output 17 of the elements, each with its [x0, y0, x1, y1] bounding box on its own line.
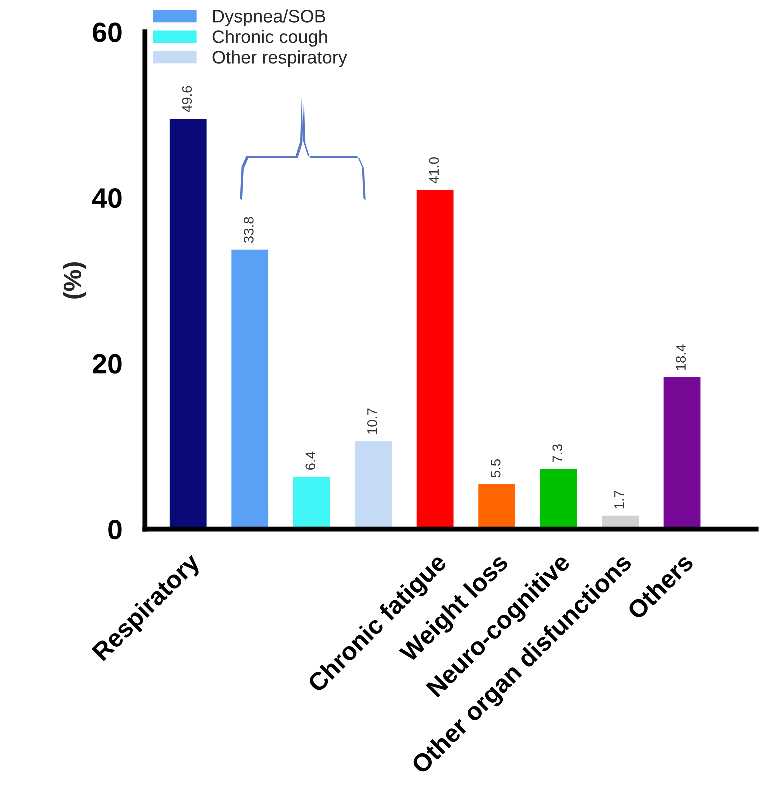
data-label: 33.8 — [244, 217, 254, 244]
data-label: 18.4 — [676, 344, 686, 370]
data-label: 49.6 — [182, 86, 192, 112]
data-label: 7.3 — [552, 444, 563, 463]
legend-label: Other respiratory — [212, 50, 348, 68]
data-label: 5.5 — [491, 459, 501, 478]
data-label: 41.0 — [429, 157, 440, 184]
legend-label: Chronic cough — [212, 30, 328, 47]
data-label: 1.7 — [614, 491, 624, 509]
y-tick-label: 0 — [108, 520, 122, 540]
y-tick-label: 20 — [93, 354, 122, 374]
y-tick-label: 40 — [92, 188, 122, 208]
legend-label: Dyspnea/SOB — [213, 10, 326, 26]
y-tick-label: 60 — [93, 22, 122, 42]
y-axis-title: (%) — [63, 262, 86, 299]
data-label: 6.4 — [306, 452, 316, 470]
data-label: 10.7 — [367, 408, 378, 434]
